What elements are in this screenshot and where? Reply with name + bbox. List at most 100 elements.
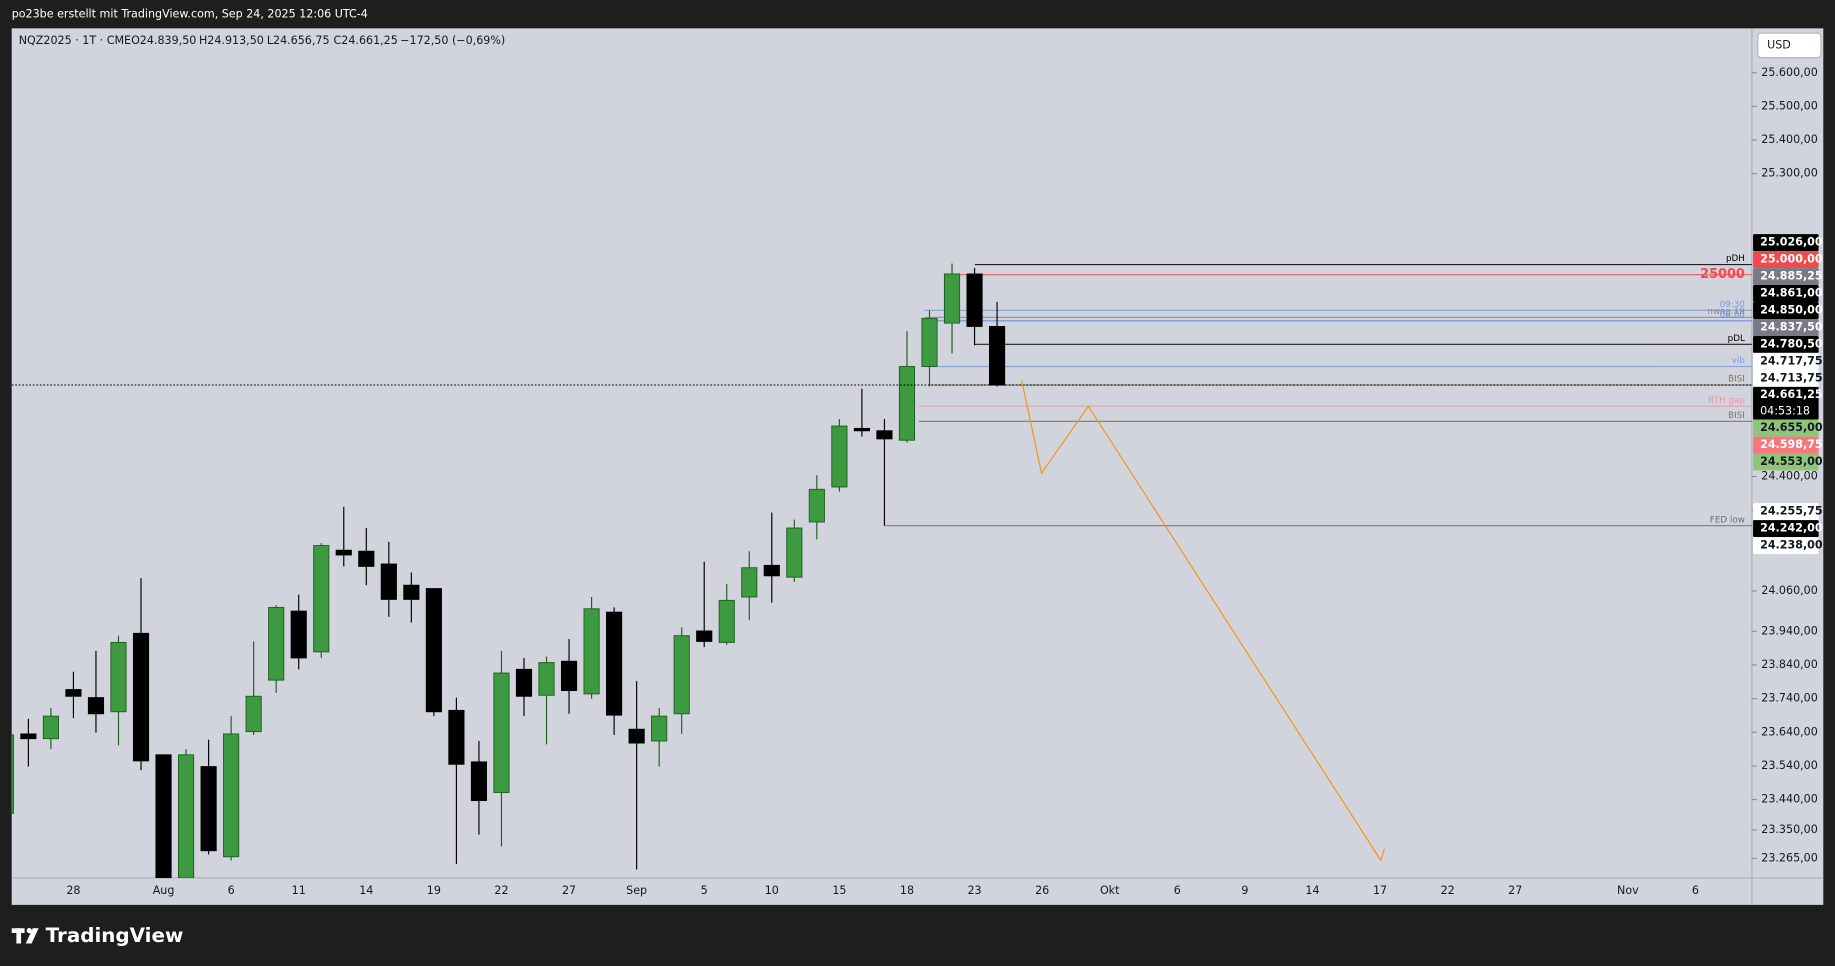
level-label: pDL	[1728, 334, 1745, 344]
y-tick-label: 23.940,00	[1761, 624, 1818, 637]
candle-body	[200, 766, 217, 852]
price-label: 24.553,00	[1760, 455, 1823, 468]
candle-body	[177, 754, 195, 878]
candle-body	[741, 567, 758, 598]
x-tick-label: 26	[1035, 884, 1049, 897]
candle-body	[335, 549, 352, 556]
price-label-box	[1753, 302, 1819, 319]
x-tick-label: 28	[66, 884, 80, 897]
logo-part	[25, 928, 39, 944]
candle-body	[65, 689, 82, 697]
price-label: 24.242,00	[1760, 522, 1823, 535]
x-tick-label: 27	[1508, 884, 1522, 897]
candle-body	[673, 635, 690, 715]
y-tick-label: 25.400,00	[1761, 133, 1818, 146]
candle-body	[606, 611, 623, 716]
x-tick-label: 23	[967, 884, 981, 897]
legend-high: H24.913,50	[199, 34, 264, 47]
logo-part	[26, 928, 32, 934]
y-tick-label: 23.350,00	[1761, 823, 1818, 836]
candle-body	[380, 563, 397, 600]
x-tick-label: 17	[1373, 884, 1387, 897]
candle-body	[808, 488, 825, 523]
price-label-box	[1753, 318, 1819, 336]
candle-body	[290, 610, 307, 659]
brand: TradingView	[46, 924, 184, 947]
x-tick-label: 10	[765, 884, 779, 897]
price-label: 24.255,75	[1760, 505, 1823, 518]
legend-close: C24.661,25	[334, 34, 398, 47]
legend-low: L24.656,75	[267, 34, 330, 47]
x-tick-label: Sep	[626, 884, 647, 897]
brand-logo	[11, 928, 39, 944]
candle-body	[403, 584, 420, 600]
legend-change: −172,50 (−0,69%)	[400, 34, 505, 47]
price-label-box	[1753, 352, 1819, 370]
candle-body	[898, 366, 916, 441]
candle-body	[20, 733, 37, 740]
price-label: 24.850,00	[1760, 303, 1823, 316]
chart-panel	[11, 28, 1824, 905]
candle-body	[425, 588, 442, 713]
symbol: NQZ2025 · 1T · CME	[19, 34, 131, 47]
x-tick-label: 19	[427, 884, 441, 897]
price-label: 25.000,00	[1760, 253, 1823, 266]
price-label-box	[1753, 503, 1819, 521]
price-axis: 25.600,00 25.500,00 25.400,00 25.300,00 24.4…	[1751, 66, 1823, 864]
candle-body	[786, 527, 803, 578]
candle-body	[42, 715, 59, 740]
level-label: 09:30	[1720, 300, 1745, 310]
price-label-box	[1753, 268, 1819, 286]
price-label: 25.026,00	[1760, 236, 1823, 249]
price-label: 24.655,00	[1760, 421, 1823, 434]
projection-arrow	[1021, 380, 1386, 862]
y-tick-label: 23.840,00	[1761, 658, 1818, 671]
y-tick-label: 25.600,00	[1761, 66, 1818, 79]
candle-body	[11, 734, 14, 814]
price-label-box	[1753, 369, 1819, 387]
y-tick-label: 23.440,00	[1761, 793, 1818, 806]
y-tick-label: 23.540,00	[1761, 759, 1818, 772]
price-label-box	[1753, 234, 1819, 252]
plot-area	[11, 263, 1752, 878]
projection-path	[1021, 380, 1382, 861]
candle-body	[943, 273, 961, 324]
price-label: 24.885,25	[1760, 270, 1823, 283]
currency-box[interactable]	[1757, 32, 1822, 59]
price-label-box	[1753, 251, 1819, 269]
price-label-box	[1753, 386, 1819, 420]
price-label-box	[1753, 520, 1819, 538]
x-tick-label: 14	[1305, 884, 1319, 897]
countdown: 04:53:18	[1760, 404, 1810, 417]
price-label: 24.661,25	[1760, 388, 1823, 401]
level-label: 25000	[1700, 267, 1745, 282]
currency[interactable]: USD	[1767, 38, 1791, 51]
level-label: BISI	[1728, 411, 1745, 421]
candle-body	[448, 709, 465, 765]
price-label-box	[1753, 453, 1819, 471]
level-label: pDH	[1726, 254, 1745, 264]
candle-body	[560, 660, 578, 692]
x-tick-label: 6	[1692, 884, 1699, 897]
price-label-box	[1753, 335, 1819, 353]
level-label: 06:00	[1720, 310, 1745, 320]
candle-body	[583, 608, 600, 695]
level-label: RTH gap	[1708, 396, 1745, 406]
candle-body	[155, 754, 172, 878]
x-tick-label: 6	[228, 884, 235, 897]
price-label: 24.861,00	[1760, 287, 1823, 300]
price-label: 24.713,75	[1760, 371, 1823, 384]
y-tick-label: 24.060,00	[1761, 584, 1818, 597]
x-tick-label: 5	[701, 884, 708, 897]
price-label: 24.598,75	[1760, 438, 1823, 451]
x-tick-label: 27	[562, 884, 576, 897]
candle-body	[493, 672, 510, 793]
price-label: 24.837,50	[1760, 320, 1823, 333]
candle-body	[763, 564, 780, 577]
x-tick-label: Okt	[1100, 884, 1120, 897]
candle-body	[831, 425, 848, 488]
x-tick-label: 11	[292, 884, 306, 897]
price-label: 24.717,75	[1760, 354, 1823, 367]
logo-part	[16, 928, 22, 944]
